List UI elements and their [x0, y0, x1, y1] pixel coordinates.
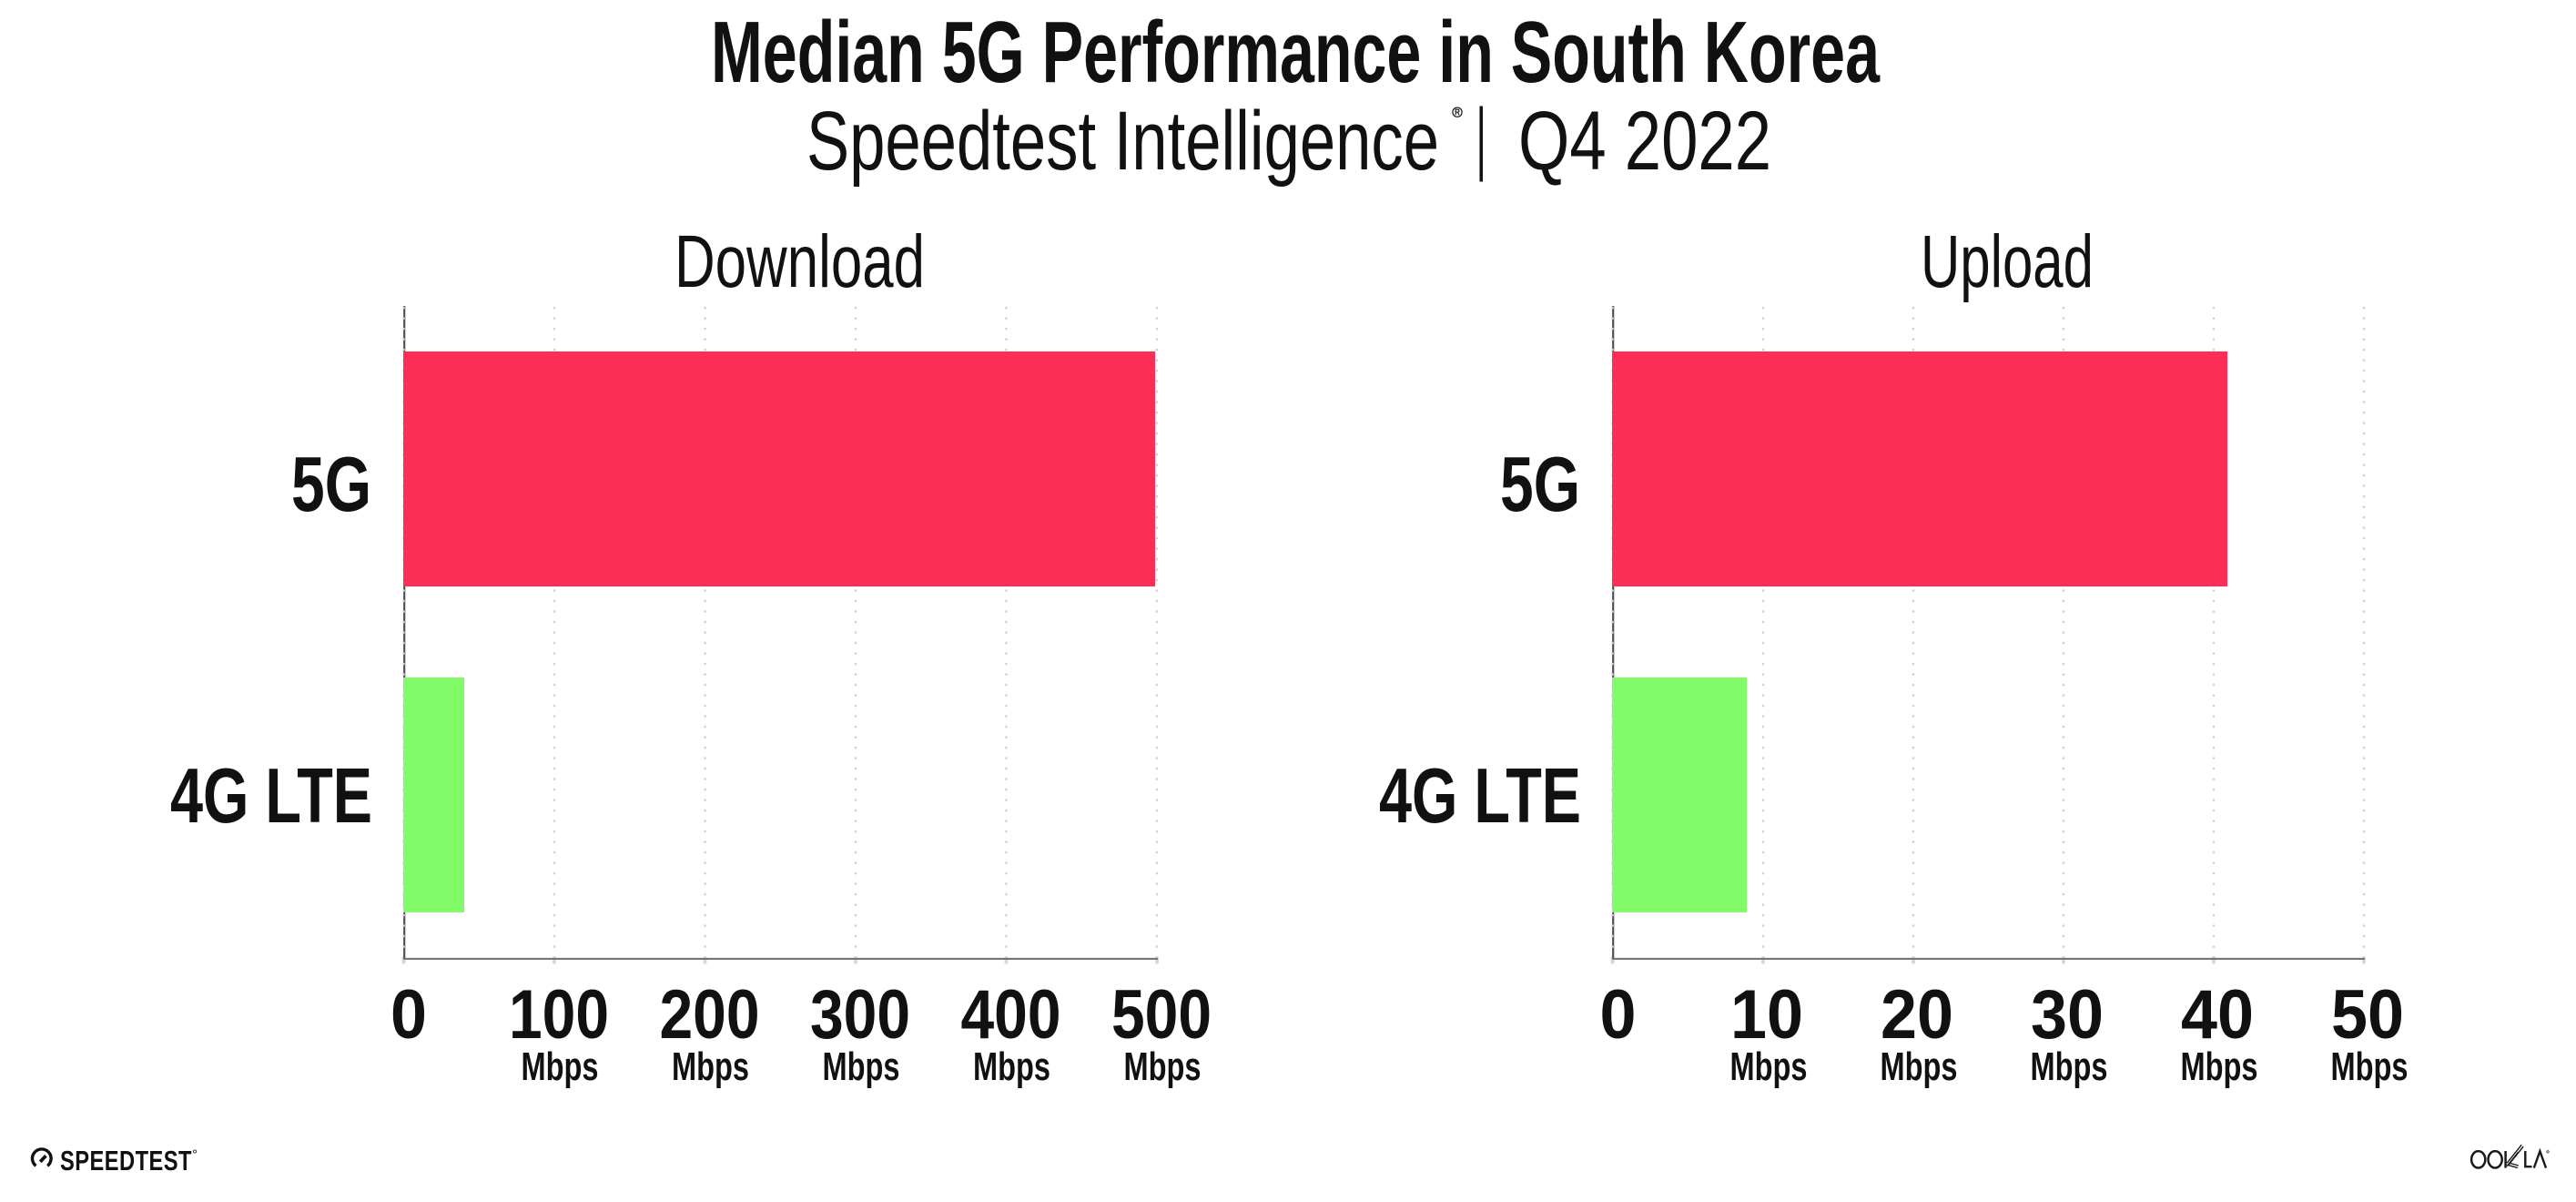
- svg-text:50: 50: [2331, 976, 2404, 1054]
- svg-text:Mbps: Mbps: [1730, 1044, 1808, 1089]
- svg-text:40: 40: [2181, 976, 2254, 1054]
- svg-text:200: 200: [660, 976, 760, 1054]
- svg-text:Mbps: Mbps: [2031, 1044, 2108, 1089]
- svg-text:20: 20: [1881, 976, 1953, 1054]
- svg-text:4G LTE: 4G LTE: [170, 752, 372, 840]
- svg-text:5G: 5G: [1500, 441, 1580, 528]
- svg-text:Mbps: Mbps: [2331, 1044, 2409, 1089]
- svg-text:Mbps: Mbps: [823, 1044, 900, 1089]
- svg-text:300: 300: [810, 976, 910, 1054]
- svg-text:Mbps: Mbps: [672, 1044, 749, 1089]
- svg-text:30: 30: [2031, 976, 2104, 1054]
- svg-text:Mbps: Mbps: [1881, 1044, 1958, 1089]
- svg-text:4G LTE: 4G LTE: [1379, 752, 1581, 840]
- svg-text:500: 500: [1111, 976, 1212, 1054]
- svg-text:Mbps: Mbps: [1124, 1044, 1202, 1089]
- svg-text:400: 400: [961, 976, 1061, 1054]
- svg-text:Mbps: Mbps: [973, 1044, 1050, 1089]
- svg-text:0: 0: [390, 976, 427, 1054]
- svg-text:Mbps: Mbps: [522, 1044, 599, 1089]
- svg-text:Median 5G Performance in South: Median 5G Performance in South Korea: [711, 5, 1881, 101]
- svg-text:Speedtest Intelligence: Speedtest Intelligence: [806, 95, 1439, 188]
- svg-text:5G: 5G: [291, 441, 371, 528]
- svg-text:Q4 2022: Q4 2022: [1518, 95, 1771, 188]
- svg-text:Mbps: Mbps: [2181, 1044, 2258, 1089]
- svg-text:0: 0: [1600, 976, 1637, 1054]
- svg-text:Download: Download: [674, 220, 925, 303]
- svg-text:10: 10: [1730, 976, 1803, 1054]
- svg-text:100: 100: [509, 976, 609, 1054]
- svg-text:Upload: Upload: [1921, 220, 2094, 303]
- svg-text:SPEEDTEST: SPEEDTEST: [60, 1145, 192, 1177]
